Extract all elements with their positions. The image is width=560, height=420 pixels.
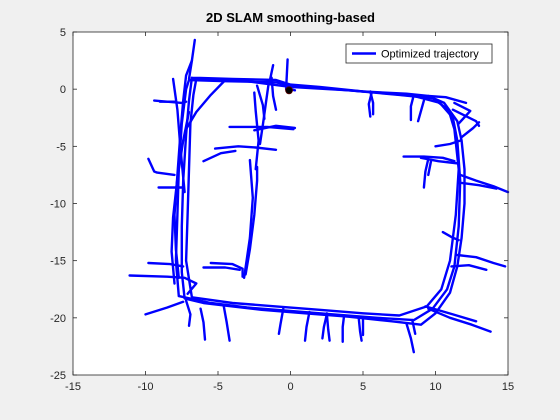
trajectory-segment-0-7 (184, 78, 227, 131)
marker-layer (285, 86, 293, 95)
trajectory-segment-0-59 (427, 158, 433, 177)
trajectory-segment-0-32 (277, 307, 285, 335)
y-tick-label: -25 (50, 370, 66, 382)
y-tick-label: -20 (50, 313, 66, 325)
trajectory-segment-0-30 (284, 58, 289, 91)
trajectory-segment-0-27 (242, 158, 255, 279)
x-tick-label: -5 (213, 381, 223, 393)
x-tick-label: 0 (287, 381, 293, 393)
x-tick-label: -10 (138, 381, 154, 393)
trajectory-segment-0-56 (405, 322, 415, 354)
trajectory-segment-0-26 (244, 165, 259, 276)
trajectory-segment-0-5 (170, 110, 191, 285)
trajectory-segment-0-19 (255, 84, 266, 121)
trajectory-segment-0-33 (303, 310, 311, 342)
x-tick-label: -15 (65, 381, 81, 393)
trajectory-segment-0-43 (427, 94, 468, 105)
trajectory-segment-0-40 (367, 91, 373, 118)
trajectory-segment-0-34 (325, 312, 331, 342)
trajectory-segment-0-16 (222, 305, 231, 342)
trajectory-segment-0-12 (128, 274, 198, 295)
trajectory-segment-0-28 (209, 261, 244, 278)
trajectory-segment-0-50 (459, 173, 510, 194)
start-marker (285, 86, 293, 95)
trajectory-segment-0-48 (453, 101, 472, 125)
trajectory-segment-0-58 (422, 157, 430, 189)
trajectory-segment-0-49 (460, 121, 481, 139)
trajectory-segment-0-52 (456, 253, 507, 268)
trajectory-segment-0-13 (144, 300, 185, 316)
trajectory-segment-0-14 (184, 299, 192, 327)
trajectory-segment-0-38 (341, 314, 346, 343)
trajectory-segment-0-22 (228, 125, 295, 131)
x-tick-label: 5 (360, 381, 366, 393)
trajectory-segment-0-21 (269, 63, 275, 81)
y-tick-label: -5 (56, 141, 66, 153)
trajectory-segment-0-23 (253, 124, 297, 132)
trajectory-segment-0-44 (402, 155, 456, 163)
y-tick-label: 5 (60, 27, 66, 39)
trajectory-segment-0-36 (357, 315, 363, 342)
y-tick-label: 0 (60, 84, 66, 96)
trajectory-segment-0-54 (427, 307, 492, 333)
trajectory-segment-0-45 (419, 156, 460, 165)
trajectory-layer (128, 38, 510, 354)
tick-layer: -15 -10 -5 0 5 10 15 5 0 -5 -10 -15 -20 -25 (50, 27, 514, 393)
trajectory-segment-0-11 (147, 261, 185, 268)
y-tick-label: -10 (50, 199, 66, 211)
trajectory-segment-0-6 (171, 77, 186, 194)
trajectory-segment-0-4 (173, 59, 194, 279)
trajectory-segment-0-9 (147, 157, 176, 177)
trajectory-segment-0-57 (411, 318, 417, 335)
chart-title: 2D SLAM smoothing-based (206, 10, 375, 25)
trajectory-segment-0-53 (450, 264, 488, 271)
legend-box (345, 43, 493, 64)
trajectory-segment-0-35 (321, 313, 328, 340)
x-tick-label: 10 (429, 381, 441, 393)
trajectory-segment-0-25 (202, 149, 237, 163)
trajectory-segment-0-51 (460, 181, 498, 190)
legend-entry-label: Optimized trajectory (381, 49, 479, 61)
trajectory-segment-0-60 (441, 230, 460, 242)
trajectory-segment-0-55 (424, 305, 478, 323)
trajectory-segment-0-15 (199, 307, 207, 341)
trajectory-segment-0-41 (409, 93, 415, 122)
trajectory-segment-0-24 (213, 145, 278, 152)
trajectory-segment-0-46 (434, 139, 462, 148)
y-tick-label: -15 (50, 256, 66, 268)
trajectory-segment-0-29 (202, 266, 242, 271)
legend: Optimized trajectory (345, 43, 493, 64)
trajectory-segment-0-20 (270, 76, 278, 111)
x-tick-label: 15 (502, 381, 514, 393)
trajectory-segment-0-42 (416, 99, 426, 123)
